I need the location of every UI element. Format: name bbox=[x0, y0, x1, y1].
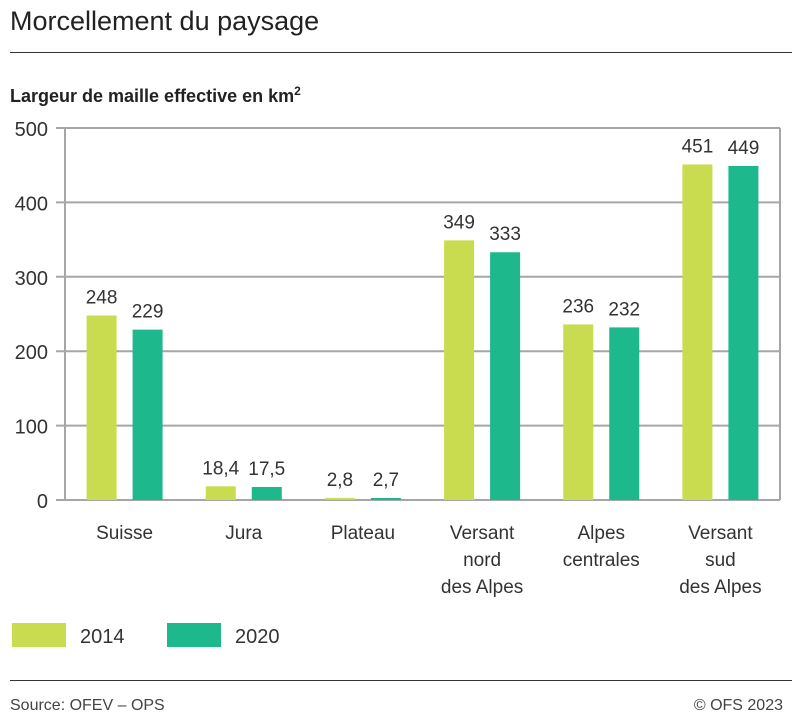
data-label: 449 bbox=[728, 138, 760, 159]
divider bbox=[10, 52, 792, 53]
data-label: 18,4 bbox=[202, 458, 239, 479]
data-label: 236 bbox=[562, 296, 594, 317]
x-tick-label: Plateau bbox=[331, 523, 395, 544]
bar-2020 bbox=[728, 165, 759, 500]
bar-2020 bbox=[609, 327, 640, 500]
data-label: 349 bbox=[443, 212, 475, 233]
bar-2020 bbox=[490, 252, 521, 500]
data-label: 451 bbox=[682, 136, 714, 157]
bar-2020 bbox=[370, 497, 401, 500]
x-tick-label: des Alpes bbox=[679, 577, 761, 598]
x-tick-label: Versant bbox=[688, 523, 753, 544]
x-tick-label: Jura bbox=[225, 523, 262, 544]
y-axis-label: Largeur de maille effective en km2 bbox=[10, 84, 301, 106]
bar-2014 bbox=[563, 324, 594, 500]
bar-2014 bbox=[444, 240, 475, 500]
data-label: 229 bbox=[132, 302, 164, 323]
legend-swatch-2014 bbox=[12, 623, 66, 647]
x-tick-label: Suisse bbox=[96, 523, 153, 544]
divider bbox=[10, 680, 792, 681]
legend-swatch-2020 bbox=[167, 623, 221, 647]
bar-2020 bbox=[251, 486, 282, 500]
x-tick-label: des Alpes bbox=[441, 577, 523, 598]
data-label: 248 bbox=[86, 287, 118, 308]
y-tick-label: 0 bbox=[37, 491, 48, 513]
x-tick-label: sud bbox=[705, 550, 736, 571]
data-label: 333 bbox=[489, 224, 521, 245]
bar-chart: 0 100 200 300 400 500 248 229 Suisse 18,4 17,5 Jura… bbox=[12, 119, 781, 648]
data-label: 2,7 bbox=[373, 470, 399, 491]
bar-2020 bbox=[132, 329, 163, 500]
legend-label: 2014 bbox=[80, 626, 125, 648]
data-label: 232 bbox=[608, 299, 640, 320]
source-text: Source: OFEV – OPS bbox=[10, 697, 165, 714]
bar-2014 bbox=[205, 486, 236, 500]
legend-label: 2020 bbox=[235, 626, 280, 648]
x-tick-label: Versant bbox=[450, 523, 515, 544]
copyright-text: © OFS 2023 bbox=[693, 697, 783, 714]
data-label: 2,8 bbox=[327, 470, 353, 491]
x-tick-label: Alpes bbox=[577, 523, 625, 544]
y-tick-label: 400 bbox=[15, 193, 48, 215]
y-tick-label: 500 bbox=[15, 119, 48, 141]
y-tick-label: 100 bbox=[15, 417, 48, 439]
y-tick-label: 200 bbox=[15, 342, 48, 364]
y-tick-label: 300 bbox=[15, 268, 48, 290]
x-tick-label: nord bbox=[463, 550, 501, 571]
bar-2014 bbox=[86, 315, 117, 500]
x-tick-label: centrales bbox=[563, 550, 640, 571]
data-label: 17,5 bbox=[248, 459, 285, 480]
page-title: Morcellement du paysage bbox=[10, 6, 320, 36]
bar-2014 bbox=[682, 164, 713, 500]
bar-2014 bbox=[324, 497, 355, 500]
